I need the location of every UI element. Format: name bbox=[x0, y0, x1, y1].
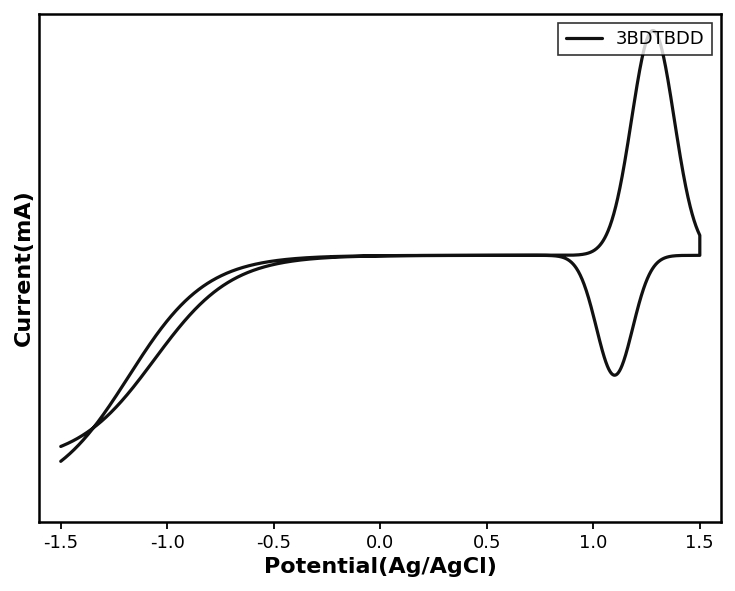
3BDTBDD bbox=[96, 419, 104, 426]
3BDTBDD bbox=[648, 27, 657, 34]
3BDTBDD bbox=[406, 252, 415, 259]
Y-axis label: Current(mA): Current(mA) bbox=[14, 190, 34, 346]
3BDTBDD bbox=[603, 228, 612, 235]
3BDTBDD bbox=[664, 79, 673, 86]
Line: 3BDTBDD: 3BDTBDD bbox=[61, 31, 700, 462]
3BDTBDD bbox=[593, 244, 602, 251]
3BDTBDD bbox=[159, 344, 168, 351]
3BDTBDD bbox=[57, 443, 65, 450]
X-axis label: Potential(Ag/AgCl): Potential(Ag/AgCl) bbox=[264, 557, 497, 577]
3BDTBDD bbox=[57, 458, 65, 465]
Legend: 3BDTBDD: 3BDTBDD bbox=[559, 23, 712, 56]
